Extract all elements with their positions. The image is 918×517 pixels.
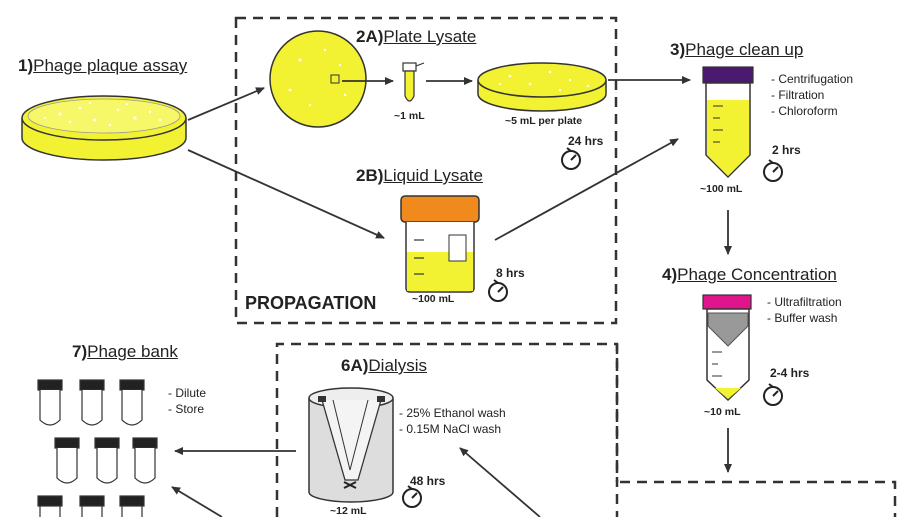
cleanup-note: - Centrifugation xyxy=(771,72,854,86)
stopwatch-icon xyxy=(402,147,783,508)
bank-note: - Store xyxy=(168,402,205,416)
propagation-box xyxy=(234,16,618,325)
step-6a-number: 6A) xyxy=(341,356,369,375)
step-2a-label: 2A)Plate Lysate xyxy=(356,27,476,47)
step-4-number: 4) xyxy=(662,265,678,284)
bank-notes: - Dilute - Store xyxy=(168,385,206,417)
step-1-number: 1) xyxy=(18,56,34,75)
step-4-label: 4)Phage Concentration xyxy=(662,265,837,285)
concentration-notes: - Ultrafiltration - Buffer wash xyxy=(767,294,842,326)
concentration-tube xyxy=(702,294,752,402)
step-7-number: 7) xyxy=(72,342,88,361)
step-1-title: Phage plaque assay xyxy=(33,56,188,75)
step-2b-title: Liquid Lysate xyxy=(383,166,483,185)
time-concentration: 2-4 hrs xyxy=(770,366,810,380)
volume-tube: ~1 mL xyxy=(394,110,425,122)
cleanup-note: - Chloroform xyxy=(771,104,838,118)
step-4-title: Phage Concentration xyxy=(677,265,837,284)
step-2b-number: 2B) xyxy=(356,166,384,185)
dialysis-notes: - 25% Ethanol wash - 0.15M NaCl wash xyxy=(399,405,506,437)
cleanup-note: - Filtration xyxy=(771,88,825,102)
step-1-label: 1)Phage plaque assay xyxy=(18,56,187,76)
step-7-label: 7)Phage bank xyxy=(72,342,178,362)
time-plate: 24 hrs xyxy=(568,134,604,148)
flow-arrows xyxy=(171,76,732,517)
cleanup-tube xyxy=(702,66,754,179)
volume-dialysis: ~12 mL xyxy=(330,505,367,517)
volume-plate: ~5 mL per plate xyxy=(505,115,583,127)
concentration-note: - Ultrafiltration xyxy=(767,295,842,309)
plaque-assay-dish xyxy=(21,95,187,161)
time-liquid: 8 hrs xyxy=(496,266,525,280)
lysate-plate-dish xyxy=(477,62,607,112)
small-tube xyxy=(402,62,425,102)
step-3-label: 3)Phage clean up xyxy=(670,40,803,60)
volume-concentration: ~10 mL xyxy=(704,406,741,418)
liquid-lysate-jar xyxy=(400,195,480,293)
cleanup-notes: - Centrifugation - Filtration - Chlorofo… xyxy=(771,71,853,119)
propagation-label: PROPAGATION xyxy=(245,293,377,313)
dialysis-note: - 25% Ethanol wash xyxy=(399,406,506,420)
step-6a-label: 6A)Dialysis xyxy=(341,356,427,376)
plate-lysate-plate xyxy=(269,30,367,128)
step-7-title: Phage bank xyxy=(87,342,178,361)
bank-note: - Dilute xyxy=(168,386,207,400)
volume-jar: ~100 mL xyxy=(412,293,455,305)
time-dialysis: 48 hrs xyxy=(410,474,446,488)
step5-box-edge xyxy=(615,344,897,517)
step-3-title: Phage clean up xyxy=(685,40,804,59)
dialysis-beaker xyxy=(308,387,394,503)
step-6a-title: Dialysis xyxy=(368,356,427,375)
dialysis-note: - 0.15M NaCl wash xyxy=(399,422,502,436)
phage-bank-tubes xyxy=(37,379,158,517)
volume-cleanup: ~100 mL xyxy=(700,183,743,195)
step-3-number: 3) xyxy=(670,40,686,59)
concentration-note: - Buffer wash xyxy=(767,311,838,325)
step-2a-number: 2A) xyxy=(356,27,384,46)
step-2b-label: 2B)Liquid Lysate xyxy=(356,166,483,186)
time-cleanup: 2 hrs xyxy=(772,143,801,157)
step-2a-title: Plate Lysate xyxy=(383,27,477,46)
